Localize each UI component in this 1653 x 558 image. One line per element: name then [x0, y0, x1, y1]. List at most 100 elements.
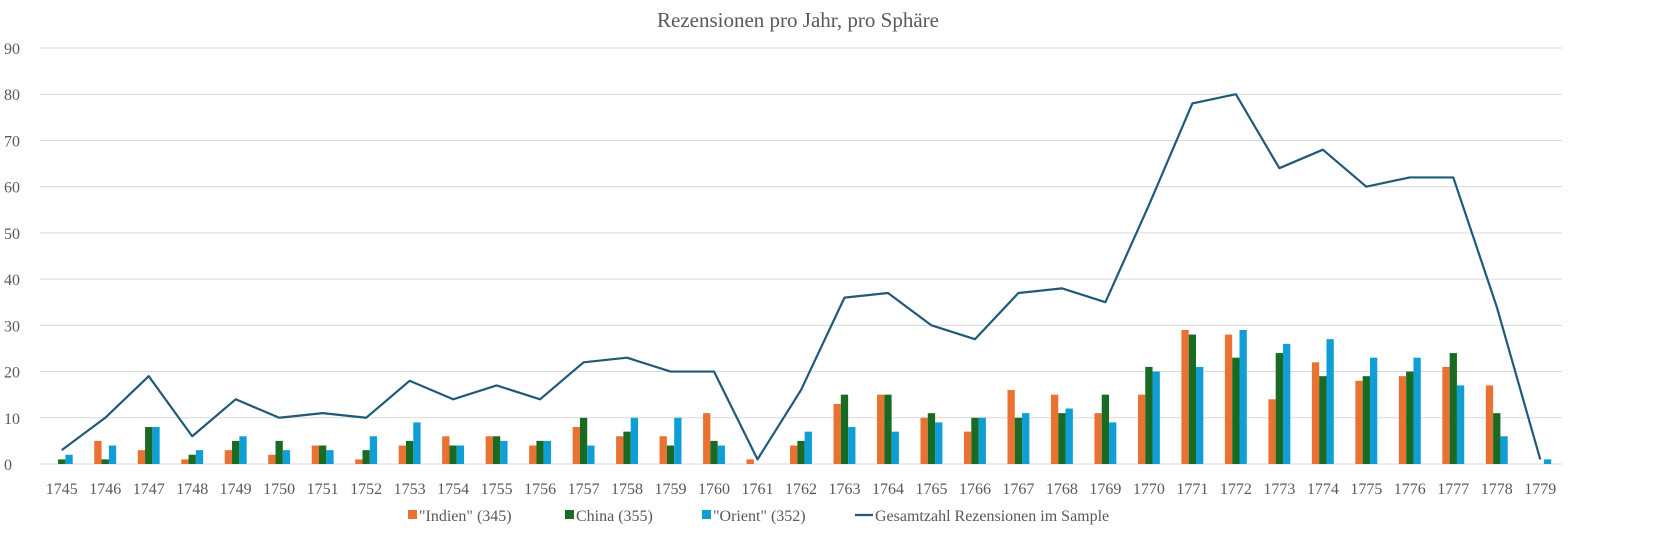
bar-china: [1101, 394, 1110, 464]
bar-indien: [311, 445, 320, 464]
bar-orient: [1456, 385, 1465, 464]
bar-indien: [442, 436, 450, 464]
x-tick-label: 1771: [1176, 481, 1208, 498]
bar-orient: [369, 436, 378, 464]
bar-indien: [1050, 394, 1059, 464]
bar-orient: [1065, 408, 1073, 464]
y-tick-label: 90: [4, 41, 20, 58]
y-tick-label: 0: [4, 457, 12, 474]
y-tick-label: 80: [4, 87, 20, 104]
bar-indien: [1355, 380, 1363, 464]
bar-orient: [935, 422, 943, 464]
bar-orient: [1196, 366, 1204, 464]
bar-orient: [891, 431, 899, 464]
bar-indien: [1268, 399, 1276, 464]
bar-indien: [1398, 376, 1407, 464]
bar-orient: [978, 417, 986, 464]
x-tick-label: 1777: [1437, 481, 1469, 498]
bar-china: [884, 394, 892, 464]
bar-indien: [790, 445, 798, 464]
x-tick-label: 1760: [698, 481, 730, 498]
x-tick-label: 1746: [89, 481, 121, 498]
bar-indien: [1181, 329, 1189, 464]
bar-orient: [717, 445, 725, 464]
x-tick-label: 1759: [655, 481, 687, 498]
bar-orient: [108, 445, 117, 464]
bar-indien: [485, 436, 493, 464]
bar-orient: [1109, 422, 1117, 464]
x-tick-label: 1756: [524, 481, 556, 498]
x-tick-label: 1761: [742, 481, 774, 498]
bar-china: [492, 436, 501, 464]
bar-orient: [543, 440, 552, 464]
x-tick-label: 1749: [220, 481, 252, 498]
x-tick-label: 1779: [1524, 481, 1556, 498]
bar-china: [405, 440, 414, 464]
bar-indien: [1485, 385, 1494, 464]
bar-indien: [1442, 366, 1450, 464]
bar-china: [1145, 366, 1153, 464]
legend-swatch: [702, 510, 711, 519]
bar-indien: [703, 413, 711, 464]
bar-indien: [746, 459, 754, 464]
bar-orient: [152, 427, 160, 464]
x-tick-label: 1767: [1002, 481, 1034, 498]
bar-orient: [456, 445, 465, 464]
legend-label: "Indien" (345): [419, 508, 512, 525]
bar-orient: [674, 417, 682, 464]
x-tick-label: 1775: [1350, 481, 1382, 498]
bar-china: [449, 445, 457, 464]
bar-orient: [804, 431, 812, 464]
legend-label: Gesamtzahl Rezensionen im Sample: [875, 508, 1109, 525]
bars: [58, 329, 1552, 464]
bar-china: [797, 440, 805, 464]
x-tick-label: 1754: [437, 481, 469, 498]
x-tick-label: 1776: [1394, 481, 1426, 498]
bar-china: [58, 459, 66, 464]
bar-china: [1449, 353, 1457, 464]
bar-china: [275, 440, 283, 464]
bar-china: [188, 454, 196, 464]
x-tick-label: 1772: [1220, 481, 1252, 498]
y-tick-label: 40: [4, 272, 20, 289]
bar-orient: [282, 450, 291, 464]
bar-orient: [1369, 357, 1378, 464]
bar-orient: [848, 427, 856, 464]
bar-china: [710, 440, 718, 464]
bar-orient: [587, 445, 595, 464]
bar-china: [319, 445, 327, 464]
x-tick-label: 1751: [307, 481, 339, 498]
x-tick-label: 1757: [568, 481, 600, 498]
bar-indien: [355, 459, 363, 464]
bar-china: [971, 417, 979, 464]
bar-china: [1275, 353, 1283, 464]
bar-china: [101, 459, 109, 464]
legend-swatch: [565, 510, 574, 519]
bar-china: [666, 445, 675, 464]
bar-china: [840, 394, 849, 464]
x-tick-label: 1766: [959, 481, 991, 498]
x-tick-label: 1774: [1307, 481, 1339, 498]
x-tick-label: 1764: [872, 481, 904, 498]
bar-china: [1188, 334, 1197, 464]
bar-orient: [1282, 343, 1291, 464]
legend-swatch: [408, 510, 417, 519]
bar-orient: [65, 454, 73, 464]
x-tick-label: 1762: [785, 481, 817, 498]
y-tick-label: 20: [4, 365, 20, 382]
bar-orient: [1239, 329, 1247, 464]
legend-label: China (355): [576, 508, 653, 525]
total-line: [61, 93, 1542, 461]
bar-indien: [963, 431, 972, 464]
bar-indien: [616, 436, 624, 464]
bar-china: [145, 427, 153, 464]
bar-china: [536, 440, 544, 464]
x-tick-label: 1748: [176, 481, 208, 498]
bar-china: [927, 413, 936, 464]
bar-indien: [1094, 413, 1102, 464]
x-tick-label: 1750: [263, 481, 295, 498]
bar-china: [232, 440, 240, 464]
bar-china: [1232, 357, 1240, 464]
bar-orient: [1543, 459, 1552, 464]
bar-indien: [268, 454, 276, 464]
